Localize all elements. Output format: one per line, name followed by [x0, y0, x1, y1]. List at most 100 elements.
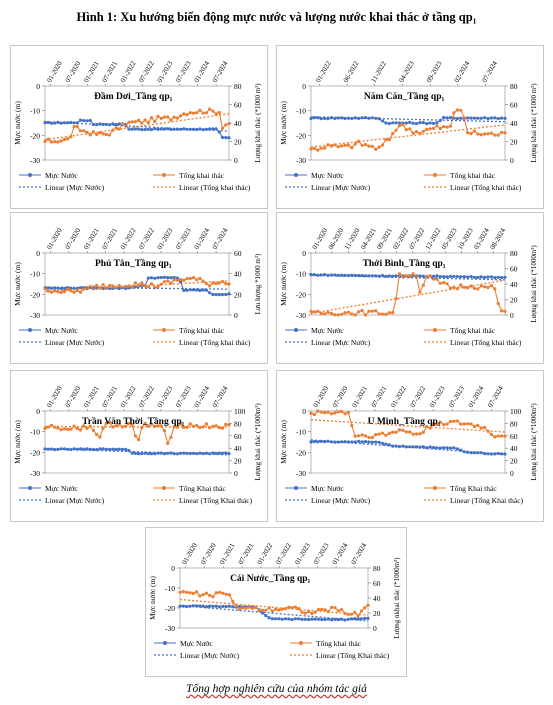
data-point [346, 410, 350, 415]
data-point [380, 312, 385, 316]
data-point [336, 609, 340, 613]
data-point [500, 130, 504, 134]
data-point [195, 127, 199, 132]
data-point [270, 617, 274, 621]
data-point [367, 435, 371, 440]
data-point [172, 278, 176, 282]
data-point [185, 590, 189, 594]
data-point [201, 425, 205, 429]
data-point [191, 591, 195, 596]
data-point [408, 120, 412, 124]
data-point [397, 121, 402, 125]
data-point [469, 284, 473, 288]
data-point [479, 133, 483, 137]
data-point [387, 311, 391, 315]
right-tick-label: 0 [234, 469, 238, 478]
left-axis-title: Mực nước (m) [148, 576, 157, 620]
data-point [303, 611, 307, 615]
data-point [445, 116, 449, 120]
data-point [224, 604, 228, 609]
data-point [323, 411, 327, 415]
data-point [130, 423, 134, 427]
x-tick-label: 01-2020 [180, 541, 199, 566]
data-point [117, 122, 121, 126]
data-point [156, 114, 160, 118]
data-point [169, 118, 173, 122]
trend-line [310, 274, 506, 281]
legend-marker [299, 641, 303, 645]
data-point [479, 284, 483, 288]
data-point [421, 445, 425, 449]
data-point [280, 617, 284, 621]
data-point [162, 275, 166, 279]
data-point [214, 127, 218, 131]
data-point [43, 139, 47, 144]
data-point [316, 148, 320, 152]
legend-marker [163, 641, 167, 645]
data-point [353, 610, 357, 614]
data-point [404, 128, 408, 132]
data-point [214, 112, 218, 116]
data-point [194, 590, 199, 594]
data-point [496, 117, 500, 121]
data-point [208, 107, 212, 111]
data-point [391, 131, 395, 136]
data-point [319, 146, 323, 150]
left-tick-label: -30 [296, 311, 306, 320]
data-point [353, 142, 357, 146]
left-tick-label: -30 [296, 469, 306, 478]
data-point [489, 284, 493, 288]
data-point [66, 427, 70, 431]
data-point [166, 441, 170, 445]
data-point [185, 451, 189, 455]
data-point [62, 290, 66, 294]
data-point [367, 144, 371, 148]
data-point [353, 313, 357, 317]
data-point [476, 275, 480, 279]
data-point [114, 122, 118, 127]
right-tick-label: 40 [234, 444, 242, 453]
x-tick-label: 01-2020 [45, 59, 64, 84]
chart-panel-thoi-binh: 0 -10 -20 -30 0 20 40 60 80 01-2020 06-2020 11-2020… [276, 212, 544, 364]
data-point [178, 590, 182, 594]
data-point [343, 412, 347, 416]
data-point [445, 282, 449, 286]
x-tick-label: 01-2023 [293, 541, 312, 566]
data-point [208, 604, 212, 608]
x-tick-label: 07-2021 [101, 59, 120, 84]
data-point [479, 116, 483, 120]
plot-frame [44, 410, 230, 474]
data-point [418, 274, 422, 278]
data-point [350, 312, 354, 316]
x-tick-label: 09-2023 [425, 59, 444, 84]
chart-panel-dam-doi: 0 -10 -20 -30 0 20 40 60 80 01-2020 07-2020 01-2021… [10, 45, 268, 209]
data-point [143, 127, 147, 132]
data-point [188, 111, 192, 115]
right-tick-label: 40 [234, 270, 242, 279]
data-point [211, 109, 215, 113]
chart-svg: 0 -10 -20 -30 0 20 40 60 80 01-2020 07-2020 01-2021… [148, 541, 401, 660]
right-axis-title: Lượng khai thác (*1000 m³) [254, 83, 262, 163]
data-point [343, 311, 347, 315]
legend-label: Linear (Tổng Khai thác) [179, 496, 253, 505]
data-point [244, 606, 248, 610]
data-point [435, 124, 439, 128]
trend-line [179, 604, 369, 622]
data-point [59, 139, 63, 143]
data-point [320, 617, 324, 622]
data-point [503, 309, 507, 313]
data-point [179, 280, 183, 284]
left-tick-label: -10 [30, 107, 40, 116]
data-point [124, 447, 128, 452]
data-point [78, 118, 83, 122]
legend-label: Tổng khai thác [179, 326, 225, 335]
right-tick-label: 0 [510, 311, 514, 320]
series-line [179, 605, 368, 621]
data-point [469, 274, 473, 279]
x-tick-label: 01-2022 [119, 384, 138, 409]
data-point [421, 430, 425, 434]
data-point [46, 447, 50, 451]
data-point [408, 127, 412, 131]
right-tick-label: 40 [373, 594, 381, 603]
chart-title: Cái Nước_Tầng qp₁ [230, 573, 310, 584]
